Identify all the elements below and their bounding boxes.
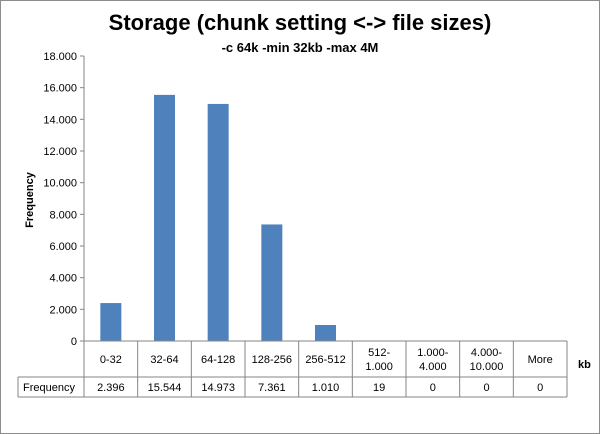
y-tick-label: 2.000 [49, 304, 77, 316]
x-category-label: 1.000 [365, 361, 393, 373]
y-tick-label: 12.000 [43, 146, 77, 158]
y-tick-label: 10.000 [43, 178, 77, 190]
y-tick-label: 16.000 [43, 83, 77, 95]
y-tick-label: 4.000 [49, 273, 77, 285]
x-category-label: 4.000- [471, 347, 503, 359]
table-value: 1.010 [312, 382, 340, 394]
bar [315, 325, 336, 341]
table-value: 7.361 [258, 382, 286, 394]
table-value: 14.973 [201, 382, 235, 394]
y-tick-label: 14.000 [43, 114, 77, 126]
bars [100, 94, 390, 342]
x-category-label: 64-128 [201, 354, 235, 366]
x-axis-title: kb [578, 359, 591, 371]
x-category-label: 0-32 [100, 354, 122, 366]
table-value: 2.396 [97, 382, 125, 394]
table-value: 0 [537, 382, 543, 394]
y-tick-label: 6.000 [49, 241, 77, 253]
x-category-label: 32-64 [150, 354, 178, 366]
bar [207, 103, 229, 342]
y-tick-label: 8.000 [49, 209, 77, 221]
x-category-label: 10.000 [470, 361, 504, 373]
x-category-label: More [528, 354, 553, 366]
chart-title: Storage (chunk setting <-> file sizes) [108, 10, 492, 35]
y-axis-title: Frequency [24, 171, 36, 228]
table-value: 19 [373, 382, 385, 394]
bar [154, 94, 175, 342]
table-series-name: Frequency [23, 382, 75, 394]
x-category-label: 256-512 [305, 354, 345, 366]
bar [261, 224, 283, 341]
x-category-label: 4.000 [419, 361, 447, 373]
y-tick-label: 18.000 [43, 51, 77, 63]
y-tick-label: 0 [71, 336, 77, 348]
x-category-label: 512- [368, 347, 390, 359]
bar [100, 303, 122, 341]
chart-subtitle: -c 64k -min 32kb -max 4M [221, 40, 379, 55]
x-category-label: 1.000- [417, 347, 449, 359]
table-value: 0 [430, 382, 436, 394]
table-value: 15.544 [148, 382, 182, 394]
data-table: 0-32 32-64 64-128 128-256 256-512 512- 1.000 1.… [17, 340, 568, 398]
x-category-label: 128-256 [252, 354, 292, 366]
y-axis: 0 2.000 4.000 6.000 8.000 10.000 12.000 14.000 1… [43, 51, 85, 348]
table-value: 0 [483, 382, 489, 394]
